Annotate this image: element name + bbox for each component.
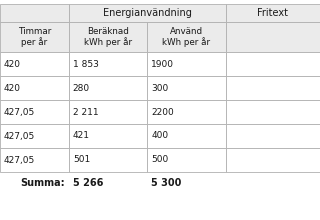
Text: 500: 500 bbox=[151, 156, 168, 165]
Text: Använd
kWh per år: Använd kWh per år bbox=[162, 27, 211, 47]
Bar bbox=[226, 22, 320, 52]
Bar bbox=[69, 100, 147, 124]
Text: 427,05: 427,05 bbox=[4, 156, 35, 165]
Bar bbox=[226, 52, 320, 76]
Text: 5 300: 5 300 bbox=[151, 178, 181, 188]
Text: Timmar
per år: Timmar per år bbox=[18, 27, 51, 47]
Text: 420: 420 bbox=[4, 84, 21, 92]
Text: 427,05: 427,05 bbox=[4, 108, 35, 117]
Bar bbox=[226, 148, 320, 172]
Text: Beräknad
kWh per år: Beräknad kWh per år bbox=[84, 27, 132, 47]
Text: Summa:: Summa: bbox=[20, 178, 65, 188]
Bar bbox=[147, 76, 226, 100]
Bar bbox=[69, 148, 147, 172]
Text: 1900: 1900 bbox=[151, 59, 174, 68]
Text: 501: 501 bbox=[73, 156, 90, 165]
Bar bbox=[0, 148, 69, 172]
Text: Fritext: Fritext bbox=[257, 8, 288, 18]
Text: 420: 420 bbox=[4, 59, 21, 68]
Text: 5 266: 5 266 bbox=[73, 178, 103, 188]
Text: 280: 280 bbox=[73, 84, 90, 92]
Text: 427,05: 427,05 bbox=[4, 132, 35, 141]
Text: 400: 400 bbox=[151, 132, 168, 141]
Bar bbox=[69, 4, 226, 22]
Bar bbox=[226, 4, 320, 22]
Bar bbox=[147, 22, 226, 52]
Text: 2 211: 2 211 bbox=[73, 108, 99, 117]
Bar bbox=[69, 22, 147, 52]
Bar bbox=[69, 124, 147, 148]
Bar bbox=[226, 100, 320, 124]
Bar bbox=[147, 148, 226, 172]
Bar bbox=[0, 52, 69, 76]
Bar bbox=[0, 100, 69, 124]
Text: 1 853: 1 853 bbox=[73, 59, 99, 68]
Bar bbox=[226, 124, 320, 148]
Bar bbox=[69, 52, 147, 76]
Bar bbox=[147, 100, 226, 124]
Bar bbox=[147, 52, 226, 76]
Text: 421: 421 bbox=[73, 132, 90, 141]
Bar bbox=[0, 124, 69, 148]
Bar bbox=[69, 76, 147, 100]
Text: 2200: 2200 bbox=[151, 108, 174, 117]
Bar bbox=[226, 76, 320, 100]
Bar bbox=[0, 76, 69, 100]
Bar bbox=[0, 4, 69, 22]
Text: 300: 300 bbox=[151, 84, 168, 92]
Bar bbox=[147, 124, 226, 148]
Bar bbox=[0, 22, 69, 52]
Text: Energianvändning: Energianvändning bbox=[103, 8, 192, 18]
